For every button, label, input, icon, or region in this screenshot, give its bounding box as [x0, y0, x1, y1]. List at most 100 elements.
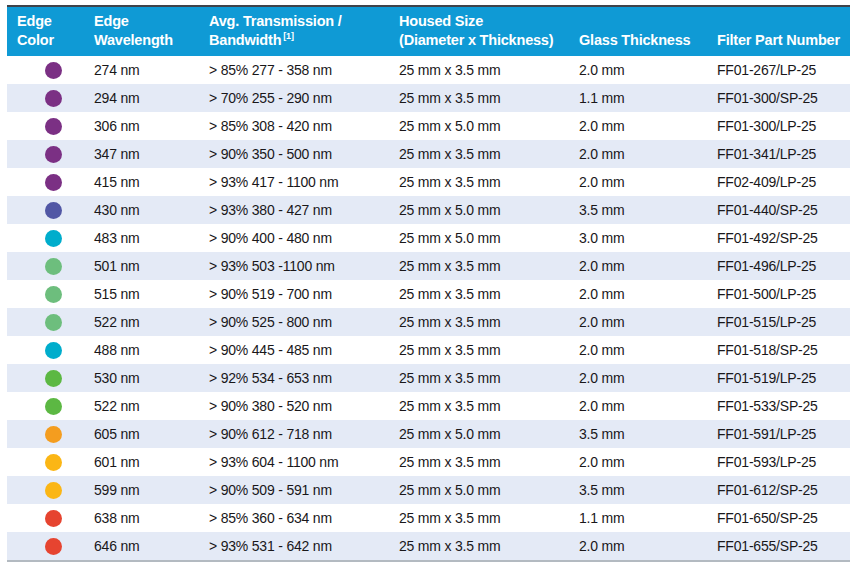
table-row: 488 nm > 90% 445 - 485 nm 25 mm x 3.5 mm…	[7, 336, 850, 364]
transmission-bandwidth-cell: > 90% 350 - 500 nm	[199, 140, 389, 168]
header-line: Bandwidth[1]	[209, 31, 387, 50]
filter-part-number-cell: FF01-593/LP-25	[707, 448, 850, 476]
table-row: 430 nm > 93% 380 - 427 nm 25 mm x 5.0 mm…	[7, 196, 850, 224]
transmission-bandwidth-cell: > 90% 519 - 700 nm	[199, 280, 389, 308]
edge-wavelength-cell: 638 nm	[84, 504, 199, 532]
table-row: 638 nm > 85% 360 - 634 nm 25 mm x 3.5 mm…	[7, 504, 850, 532]
filter-catalog-table: Edge Color Edge Wavelength Avg. Transmis…	[7, 7, 850, 560]
filter-part-number-cell: FF01-300/LP-25	[707, 112, 850, 140]
housed-size-cell: 25 mm x 5.0 mm	[389, 224, 569, 252]
edge-color-cell	[7, 140, 84, 168]
transmission-bandwidth-cell: > 93% 380 - 427 nm	[199, 196, 389, 224]
edge-color-dot	[45, 118, 62, 135]
glass-thickness-cell: 2.0 mm	[569, 532, 707, 560]
header-line: Color	[17, 31, 82, 50]
header-edge-wavelength: Edge Wavelength	[84, 7, 199, 56]
transmission-bandwidth-cell: > 90% 612 - 718 nm	[199, 420, 389, 448]
transmission-bandwidth-cell: > 70% 255 - 290 nm	[199, 84, 389, 112]
edge-color-cell	[7, 280, 84, 308]
edge-wavelength-cell: 501 nm	[84, 252, 199, 280]
table-row: 294 nm > 70% 255 - 290 nm 25 mm x 3.5 mm…	[7, 84, 850, 112]
header-line: Wavelength	[94, 31, 197, 50]
glass-thickness-cell: 2.0 mm	[569, 364, 707, 392]
header-line: Edge	[94, 12, 197, 31]
edge-color-dot	[45, 370, 62, 387]
edge-wavelength-cell: 430 nm	[84, 196, 199, 224]
transmission-bandwidth-cell: > 93% 417 - 1100 nm	[199, 168, 389, 196]
filter-part-number-cell: FF01-496/LP-25	[707, 252, 850, 280]
filter-part-number-cell: FF01-492/SP-25	[707, 224, 850, 252]
filter-part-number-cell: FF01-519/LP-25	[707, 364, 850, 392]
edge-color-cell	[7, 168, 84, 196]
edge-wavelength-cell: 294 nm	[84, 84, 199, 112]
filter-part-number-cell: FF01-300/SP-25	[707, 84, 850, 112]
filter-part-number-cell: FF01-612/SP-25	[707, 476, 850, 504]
header-glass-thickness: Glass Thickness	[569, 7, 707, 56]
filter-part-number-cell: FF01-655/SP-25	[707, 532, 850, 560]
housed-size-cell: 25 mm x 3.5 mm	[389, 448, 569, 476]
transmission-bandwidth-cell: > 90% 400 - 480 nm	[199, 224, 389, 252]
glass-thickness-cell: 1.1 mm	[569, 84, 707, 112]
edge-color-cell	[7, 196, 84, 224]
table-row: 599 nm > 90% 509 - 591 nm 25 mm x 5.0 mm…	[7, 476, 850, 504]
housed-size-cell: 25 mm x 5.0 mm	[389, 420, 569, 448]
transmission-bandwidth-cell: > 93% 531 - 642 nm	[199, 532, 389, 560]
filter-part-number-cell: FF01-267/LP-25	[707, 56, 850, 84]
edge-color-dot	[45, 426, 62, 443]
glass-thickness-cell: 3.5 mm	[569, 420, 707, 448]
edge-color-cell	[7, 84, 84, 112]
filter-part-number-cell: FF01-650/SP-25	[707, 504, 850, 532]
housed-size-cell: 25 mm x 3.5 mm	[389, 392, 569, 420]
glass-thickness-cell: 2.0 mm	[569, 448, 707, 476]
header-line: Avg. Transmission /	[209, 12, 387, 31]
housed-size-cell: 25 mm x 3.5 mm	[389, 308, 569, 336]
footnote-marker: [1]	[283, 31, 293, 41]
edge-wavelength-cell: 274 nm	[84, 56, 199, 84]
housed-size-cell: 25 mm x 5.0 mm	[389, 476, 569, 504]
table-row: 522 nm > 90% 525 - 800 nm 25 mm x 3.5 mm…	[7, 308, 850, 336]
glass-thickness-cell: 2.0 mm	[569, 392, 707, 420]
filter-part-number-cell: FF02-409/LP-25	[707, 168, 850, 196]
edge-color-dot	[45, 482, 62, 499]
glass-thickness-cell: 2.0 mm	[569, 112, 707, 140]
housed-size-cell: 25 mm x 3.5 mm	[389, 532, 569, 560]
edge-color-cell	[7, 56, 84, 84]
edge-color-dot	[45, 538, 62, 555]
housed-size-cell: 25 mm x 3.5 mm	[389, 140, 569, 168]
header-line: Edge	[17, 12, 82, 31]
filter-part-number-cell: FF01-591/LP-25	[707, 420, 850, 448]
housed-size-cell: 25 mm x 3.5 mm	[389, 84, 569, 112]
edge-color-dot	[45, 230, 62, 247]
edge-color-dot	[45, 454, 62, 471]
table-row: 646 nm > 93% 531 - 642 nm 25 mm x 3.5 mm…	[7, 532, 850, 560]
housed-size-cell: 25 mm x 5.0 mm	[389, 112, 569, 140]
filter-part-number-cell: FF01-518/SP-25	[707, 336, 850, 364]
glass-thickness-cell: 2.0 mm	[569, 336, 707, 364]
housed-size-cell: 25 mm x 3.5 mm	[389, 336, 569, 364]
filter-part-number-cell: FF01-341/LP-25	[707, 140, 850, 168]
edge-color-dot	[45, 62, 62, 79]
transmission-bandwidth-cell: > 90% 525 - 800 nm	[199, 308, 389, 336]
edge-color-cell	[7, 420, 84, 448]
transmission-bandwidth-cell: > 92% 534 - 653 nm	[199, 364, 389, 392]
transmission-bandwidth-cell: > 93% 604 - 1100 nm	[199, 448, 389, 476]
glass-thickness-cell: 2.0 mm	[569, 308, 707, 336]
glass-thickness-cell: 3.5 mm	[569, 476, 707, 504]
edge-color-dot	[45, 314, 62, 331]
edge-wavelength-cell: 522 nm	[84, 392, 199, 420]
transmission-bandwidth-cell: > 90% 445 - 485 nm	[199, 336, 389, 364]
edge-wavelength-cell: 599 nm	[84, 476, 199, 504]
edge-color-dot	[45, 398, 62, 415]
table-row: 515 nm > 90% 519 - 700 nm 25 mm x 3.5 mm…	[7, 280, 850, 308]
housed-size-cell: 25 mm x 3.5 mm	[389, 56, 569, 84]
edge-wavelength-cell: 530 nm	[84, 364, 199, 392]
filter-catalog-table-wrap: Edge Color Edge Wavelength Avg. Transmis…	[7, 5, 850, 562]
edge-wavelength-cell: 306 nm	[84, 112, 199, 140]
table-row: 415 nm > 93% 417 - 1100 nm 25 mm x 3.5 m…	[7, 168, 850, 196]
glass-thickness-cell: 2.0 mm	[569, 168, 707, 196]
edge-color-dot	[45, 342, 62, 359]
edge-color-dot	[45, 174, 62, 191]
edge-wavelength-cell: 646 nm	[84, 532, 199, 560]
table-row: 483 nm > 90% 400 - 480 nm 25 mm x 5.0 mm…	[7, 224, 850, 252]
header-line: Housed Size	[399, 12, 567, 31]
